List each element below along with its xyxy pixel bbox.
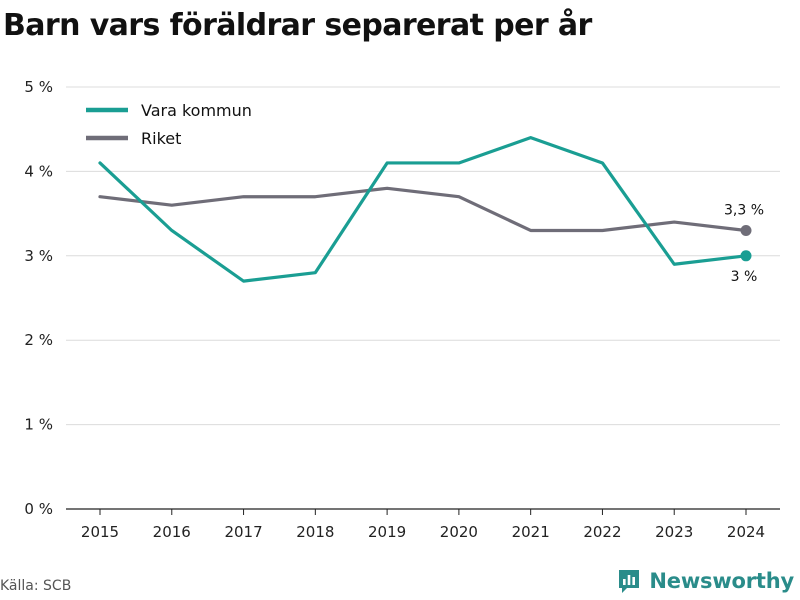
x-axis: 2015 2016 2017 2018 2019 2020 2021 2022 2023 2024 xyxy=(81,509,765,541)
x-tick-label: 2023 xyxy=(655,523,693,541)
legend-label: Vara kommun xyxy=(141,101,252,120)
series-end-label: 3 % xyxy=(731,269,758,285)
brand: Newsworthy xyxy=(617,568,794,594)
series: 3,3 % 3 % xyxy=(98,136,764,285)
series-line xyxy=(98,136,748,283)
y-tick-label: 1 % xyxy=(24,416,53,434)
x-tick-label: 2016 xyxy=(153,523,191,541)
x-tick-label: 2017 xyxy=(224,523,262,541)
brand-name: Newsworthy xyxy=(649,569,794,593)
x-tick-label: 2024 xyxy=(727,523,765,541)
y-tick-label: 2 % xyxy=(24,331,53,349)
series-end-point xyxy=(740,224,752,236)
y-tick-label: 3 % xyxy=(24,247,53,265)
series-end-label: 3,3 % xyxy=(724,202,764,218)
series-line xyxy=(98,186,748,233)
x-tick-label: 2020 xyxy=(440,523,478,541)
x-tick-label: 2022 xyxy=(583,523,621,541)
y-tick-label: 5 % xyxy=(24,78,53,96)
legend: Vara kommun Riket xyxy=(86,101,252,148)
y-tick-label: 0 % xyxy=(24,500,53,518)
gridlines xyxy=(66,86,780,510)
series-end-point xyxy=(740,250,752,262)
bar-chart-logo-icon xyxy=(619,570,640,593)
source-note: Källa: SCB xyxy=(0,578,72,594)
y-tick-label: 4 % xyxy=(24,162,53,180)
legend-label: Riket xyxy=(141,129,181,148)
x-tick-label: 2015 xyxy=(81,523,119,541)
x-tick-label: 2021 xyxy=(512,523,550,541)
x-tick-label: 2018 xyxy=(296,523,334,541)
x-tick-label: 2019 xyxy=(368,523,406,541)
y-axis: 0 % 1 % 2 % 3 % 4 % 5 % xyxy=(24,78,53,518)
chart-title: Barn vars föräldrar separerat per år xyxy=(3,8,592,43)
